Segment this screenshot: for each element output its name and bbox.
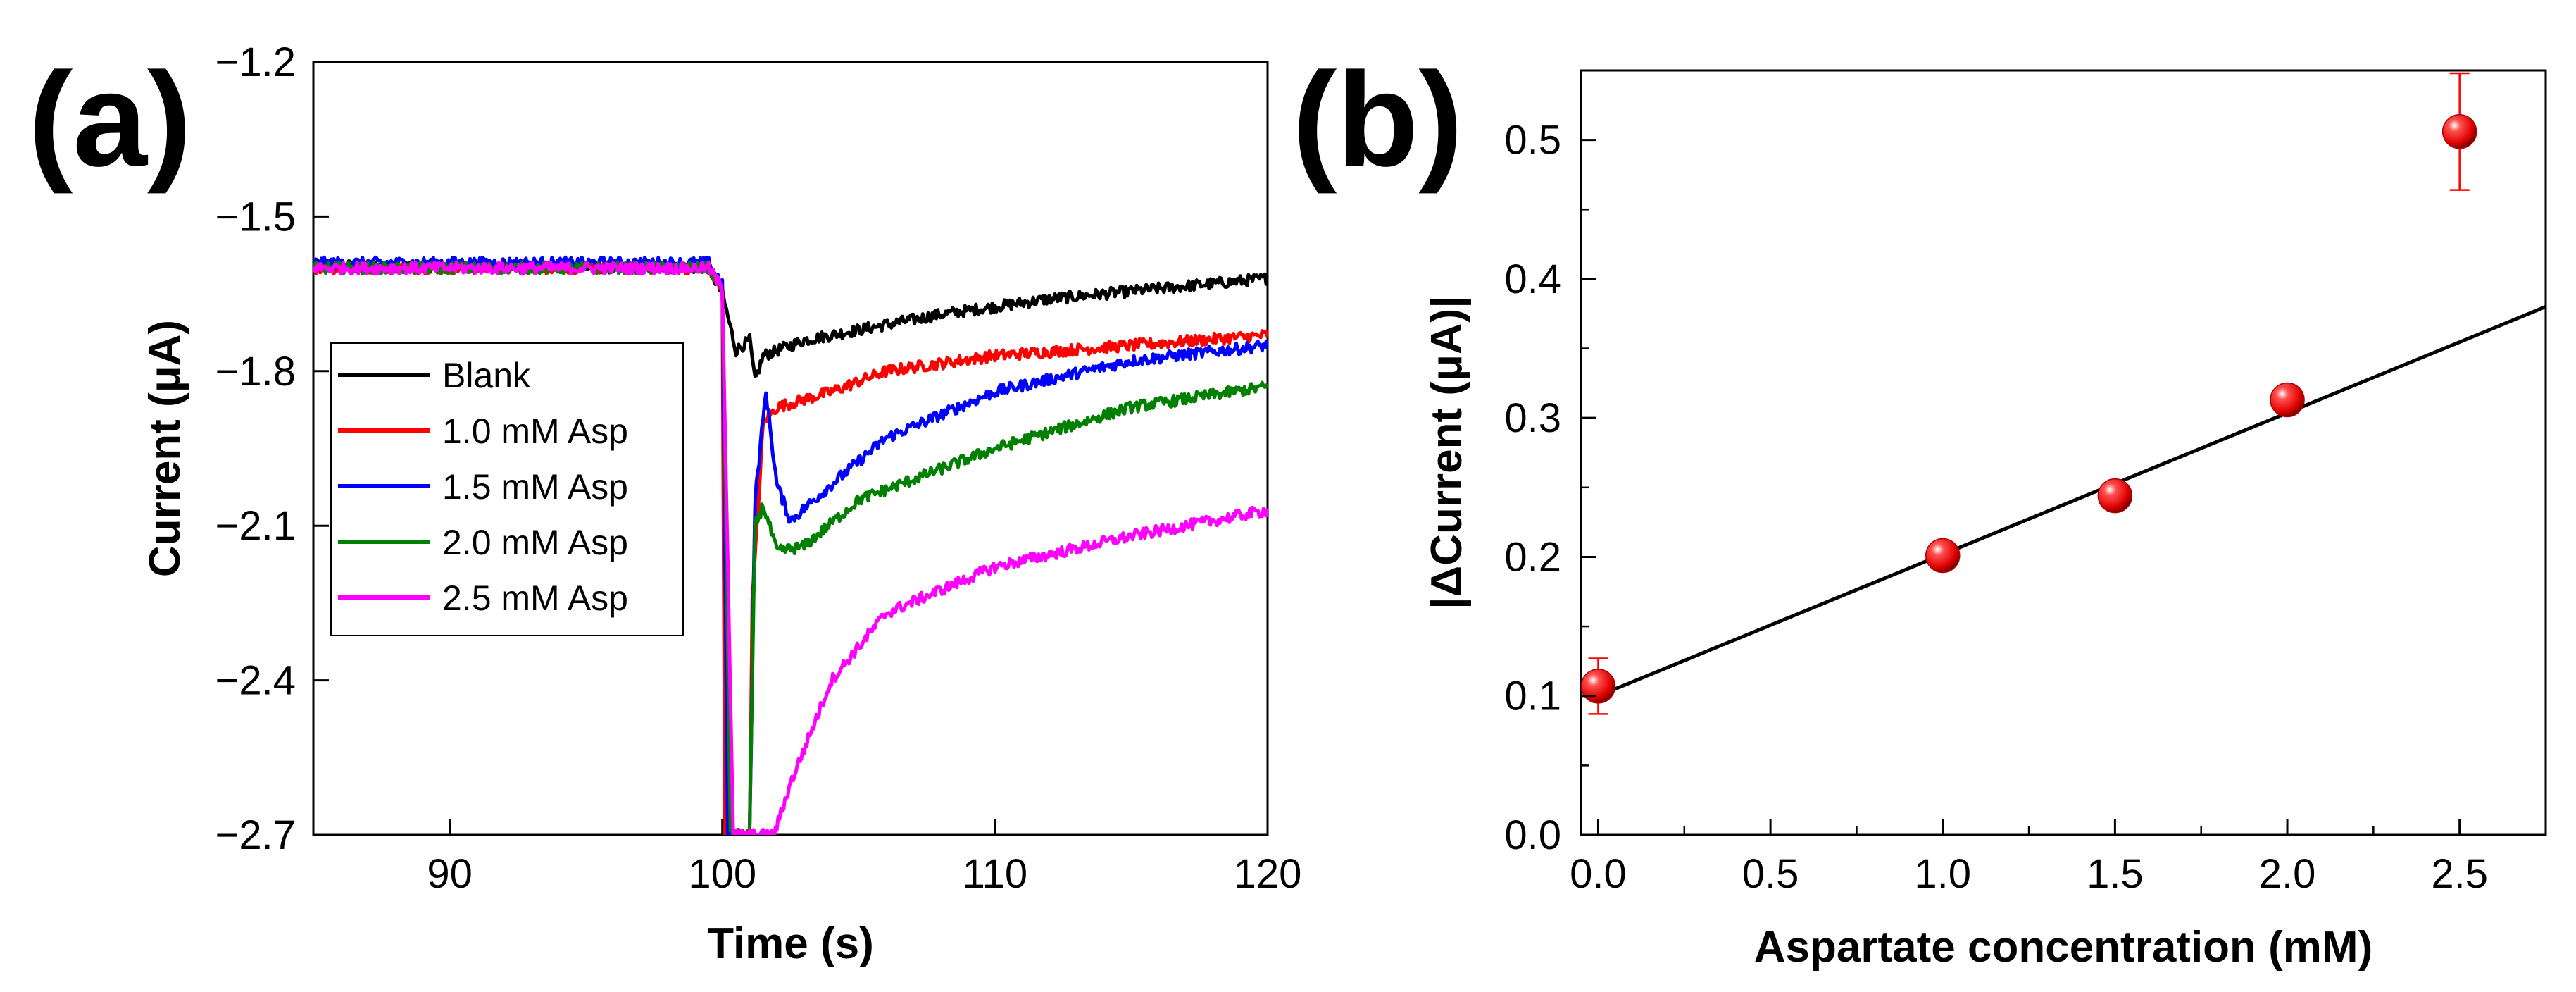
panel-b-plot-frame — [1580, 69, 2547, 836]
panel-a-y-axis-title: Current (μA) — [141, 320, 189, 577]
panel-a-x-tick-label: 100 — [688, 851, 756, 897]
panel-a-legend: Blank 1.0 mM Asp 1.5 mM Asp 2.0 mM Asp 2.5 m… — [330, 342, 684, 636]
panel-a-legend-label: 1.5 mM Asp — [442, 467, 628, 507]
panel-a-legend-label: Blank — [442, 356, 531, 395]
panel-b-x-tick-label: 1.5 — [2087, 851, 2144, 897]
panel-a-series-line-4 — [313, 261, 1268, 835]
panel-a-legend-box — [330, 342, 684, 636]
panel-b-data-point — [2270, 382, 2305, 418]
panel-b-x-ticks: 0.0 0.5 1.0 1.5 2.0 2.5 — [1570, 819, 2488, 897]
panel-b-data-point — [2441, 72, 2477, 191]
panel-a-label: (a) — [28, 45, 192, 194]
panel-b-data-point — [1580, 657, 1616, 715]
panel-a-x-tick-label: 120 — [1234, 851, 1302, 897]
panel-a-y-ticks: −1.2 −1.5 −1.8 −2.1 −2.4 −2.7 — [215, 39, 329, 858]
panel-b-y-tick-label: 0.0 — [1504, 812, 1561, 858]
panel-b-y-tick-label: 0.4 — [1504, 256, 1561, 302]
panel-a-x-ticks: 90 100 110 120 — [427, 819, 1301, 897]
panel-a-y-tick-label: −1.2 — [215, 39, 296, 85]
panel-b-fit-line — [1597, 305, 2546, 698]
panel-b-y-tick-label: 0.3 — [1504, 395, 1561, 441]
panel-a-y-tick-label: −1.5 — [215, 194, 296, 240]
panel-b-data-point — [1925, 538, 1961, 574]
panel-a-y-tick-label: −1.8 — [215, 349, 296, 395]
panel-b-y-axis-title: |ΔCurrent (μA)| — [1423, 296, 1472, 609]
panel-a-y-tick-label: −2.1 — [215, 503, 296, 549]
panel-a-x-tick-label: 90 — [427, 851, 473, 897]
panel-a-y-tick-label: −2.7 — [215, 812, 296, 858]
panel-a-legend-label: 2.5 mM Asp — [442, 578, 628, 618]
panel-b-x-tick-label: 1.0 — [1914, 851, 1971, 897]
panel-b-label: (b) — [1292, 45, 1463, 194]
panel-b-x-tick-label: 2.5 — [2431, 851, 2488, 897]
panel-b-x-axis-title: Aspartate concentration (mM) — [1754, 923, 2372, 972]
panel-b-y-tick-label: 0.5 — [1504, 118, 1561, 163]
panel-a-x-tick-label: 110 — [963, 851, 1027, 897]
panel-b-x-tick-label: 0.0 — [1570, 851, 1627, 897]
panel-a-legend-label: 2.0 mM Asp — [442, 523, 628, 562]
panel-a-y-tick-label: −2.4 — [215, 658, 296, 704]
panel-b-data-point — [2097, 478, 2133, 514]
panel-b: (b) 0.0 0.5 1.0 1.5 2.0 2.5 0.00.10.20.30.40.… — [1292, 45, 2547, 972]
panel-a-x-axis-title: Time (s) — [707, 919, 874, 968]
panel-a-plot-frame — [312, 61, 1269, 836]
panel-a: (a) 90 100 110 120 −1.2 −1.5 −1.8 −2.1 −2.4 −2.7… — [28, 39, 1301, 968]
panel-a-series-group — [313, 255, 1268, 835]
panel-b-marker — [1925, 538, 1961, 574]
panel-b-x-tick-label: 2.0 — [2259, 851, 2316, 897]
panel-b-y-tick-label: 0.2 — [1504, 534, 1561, 580]
panel-b-marker — [2097, 478, 2133, 514]
panel-b-y-ticks: 0.0 0.1 0.2 0.3 0.4 0.5 — [1504, 69, 1596, 858]
panel-a-legend-label: 1.0 mM Asp — [442, 411, 628, 451]
panel-b-marker — [1580, 669, 1616, 704]
panel-b-marker — [2270, 382, 2305, 418]
panel-b-marker — [2441, 114, 2477, 149]
panel-b-y-tick-label: 0.1 — [1504, 674, 1561, 719]
panel-b-data-points — [1580, 72, 2477, 715]
panel-a-series-line-3 — [313, 261, 1268, 835]
panel-b-x-tick-label: 0.5 — [1742, 851, 1799, 897]
